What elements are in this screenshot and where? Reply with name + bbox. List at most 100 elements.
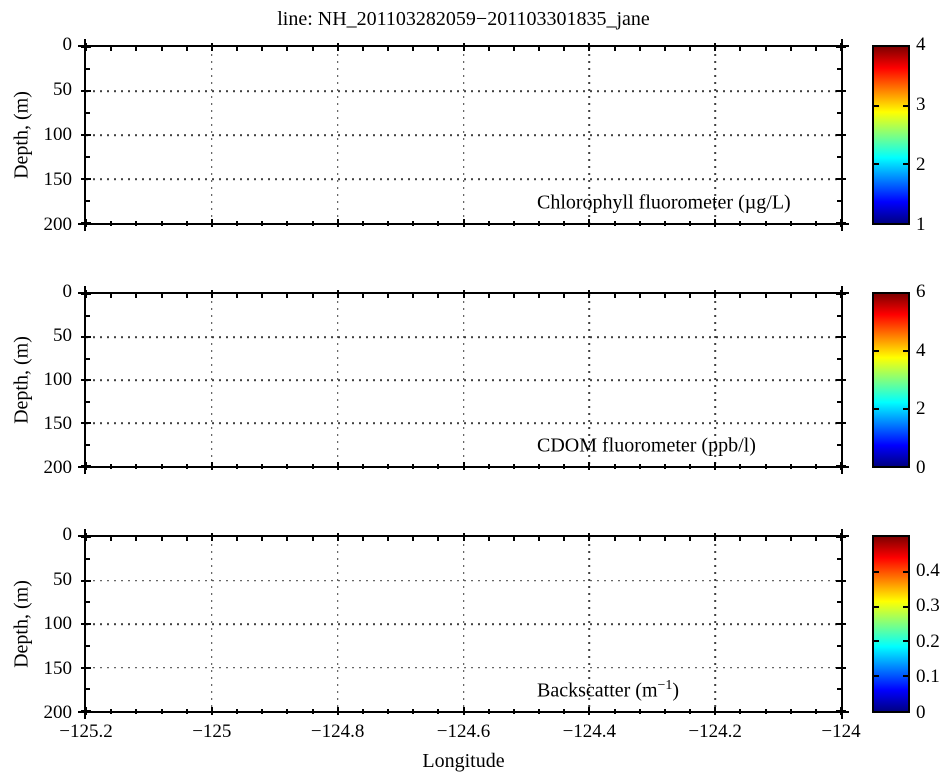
colorbar-tick-label: 1 [916, 214, 926, 235]
x-tick-mark [588, 43, 591, 51]
y-tick-mark [86, 156, 90, 158]
y-tick-label: 100 [43, 369, 73, 390]
x-tick-mark [361, 537, 364, 541]
y-tick-label: 100 [43, 613, 73, 634]
colorbar-tick-mark [903, 605, 908, 608]
y-tick-mark [81, 623, 91, 625]
x-tick-mark [412, 47, 415, 51]
x-tick-mark [387, 47, 389, 51]
y-tick-label: 200 [43, 214, 73, 235]
x-tick-mark [462, 462, 465, 470]
y-tick-mark [81, 46, 91, 48]
y-tick-mark [836, 666, 846, 669]
x-tick-mark [135, 221, 138, 226]
panel-label: CDOM fluorometer (ppb/l) [537, 433, 756, 458]
axis-corner-extension [78, 45, 86, 47]
y-tick-mark [837, 443, 841, 446]
y-tick-mark [836, 134, 846, 136]
x-tick-mark [336, 462, 339, 470]
x-tick-mark [361, 464, 364, 469]
x-tick-mark [110, 537, 113, 541]
panel-chlorophyll-fluorometer: Depth, (m) 0 50 100 150 200 Chlorophyll fluo… [0, 34, 950, 235]
x-tick-mark [185, 47, 188, 51]
x-tick-mark [462, 533, 465, 541]
x-tick-mark [613, 537, 616, 541]
x-tick-mark [437, 294, 440, 298]
x-tick-mark [663, 709, 666, 714]
x-tick-mark [160, 709, 163, 714]
x-tick-mark [613, 464, 616, 469]
x-tick-mark [311, 709, 314, 714]
x-tick-mark [638, 47, 641, 51]
x-tick-mark [563, 221, 566, 226]
x-tick-mark [538, 464, 540, 469]
x-tick-mark [613, 221, 616, 226]
x-tick-mark [563, 709, 566, 714]
grid-line-horizontal [86, 178, 841, 180]
x-tick-label: −124.6 [436, 721, 491, 742]
y-tick-mark [81, 178, 91, 180]
y-tick-mark [837, 357, 841, 360]
x-tick-mark [638, 709, 641, 714]
colorbar [872, 535, 910, 713]
x-tick-mark [286, 221, 289, 226]
y-tick-label: 50 [53, 568, 72, 590]
x-tick-mark [563, 294, 566, 298]
x-tick-mark [135, 709, 138, 714]
axis-corner-extension [841, 45, 849, 47]
x-tick-mark [814, 294, 817, 298]
x-tick-mark [185, 709, 188, 714]
y-tick-mark [836, 178, 846, 180]
x-tick-label: −124.4 [562, 721, 617, 742]
x-tick-mark [160, 221, 163, 226]
x-tick-mark [638, 221, 641, 226]
colorbar-tick-label: 0.3 [916, 595, 940, 617]
x-tick-mark [689, 537, 691, 541]
colorbar-tick-mark [874, 570, 879, 573]
y-tick-label: 100 [43, 124, 73, 145]
x-tick-mark [210, 462, 213, 470]
panel-label-text: ) [672, 680, 680, 702]
x-tick-mark [814, 47, 817, 51]
x-tick-mark [387, 464, 389, 469]
x-tick-mark [210, 43, 213, 51]
y-tick-mark [837, 314, 841, 317]
x-tick-labels: −125.2 −125 −124.8 −124.6 −124.4 −124.2 −124 [0, 721, 950, 745]
x-tick-mark [487, 47, 490, 51]
x-tick-mark [210, 533, 213, 541]
colorbar [872, 292, 910, 468]
axis-corner-extension [78, 223, 86, 225]
x-tick-mark [110, 221, 113, 226]
x-tick-mark [210, 219, 213, 227]
x-tick-mark [210, 290, 213, 298]
axis-corner-extension [841, 711, 849, 713]
colorbar-tick-mark [903, 407, 908, 410]
axis-corner-extension [78, 466, 86, 468]
x-tick-mark [689, 464, 691, 469]
x-tick-mark [261, 221, 264, 226]
grid-line-horizontal [86, 90, 841, 92]
x-tick-mark [286, 294, 289, 298]
axis-corner-extension [841, 39, 843, 47]
x-tick-mark [689, 221, 691, 226]
y-tick-mark [86, 644, 90, 647]
colorbar-tick-mark [903, 350, 908, 353]
colorbar-tick-mark [874, 640, 879, 643]
colorbar-tick-mark [874, 605, 879, 608]
x-tick-mark [512, 221, 515, 226]
x-tick-mark [135, 47, 138, 51]
x-tick-mark [261, 294, 264, 298]
x-tick-mark [361, 47, 364, 51]
panel-label: Chlorophyll fluorometer (µg/L) [537, 190, 791, 215]
x-axis-label: Longitude [422, 750, 505, 772]
x-tick-mark [739, 537, 742, 541]
y-tick-mark [836, 90, 846, 92]
x-tick-mark [110, 294, 113, 298]
x-tick-mark [563, 537, 566, 541]
x-tick-mark [336, 43, 339, 51]
x-tick-mark [286, 709, 289, 714]
x-tick-mark [286, 537, 289, 541]
y-tick-mark [81, 293, 91, 295]
x-tick-mark [336, 707, 339, 715]
y-tick-mark [836, 579, 846, 582]
